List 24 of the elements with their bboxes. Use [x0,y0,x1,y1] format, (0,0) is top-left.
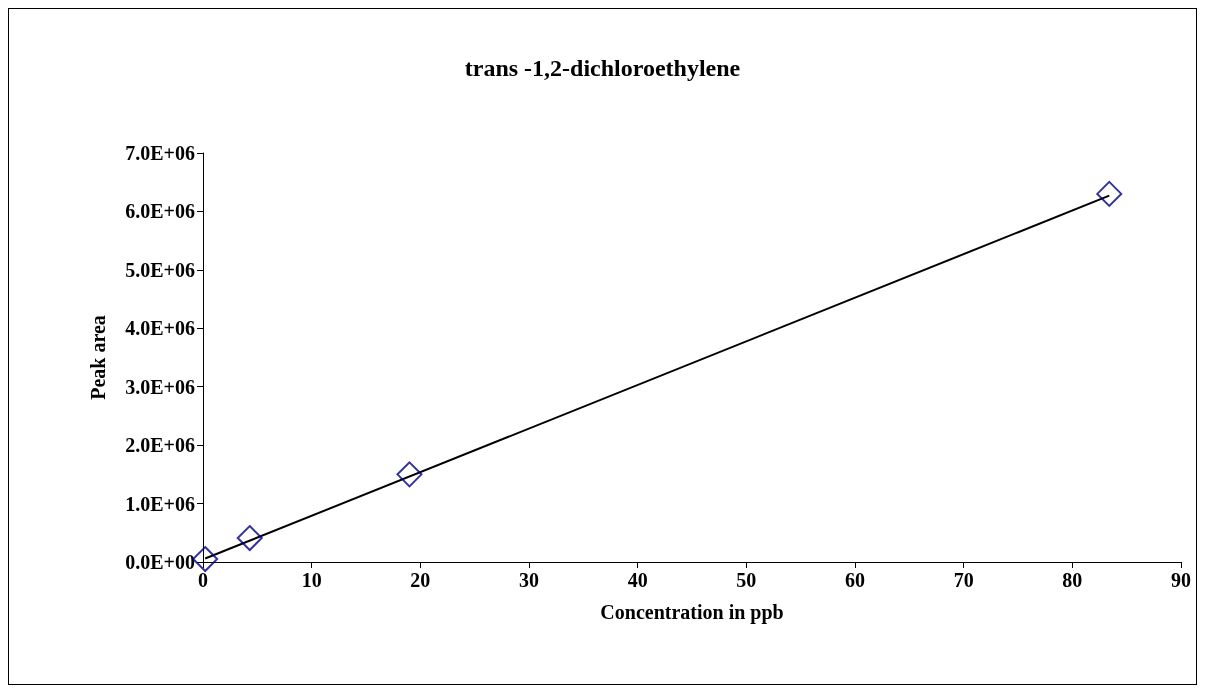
y-tick-label: 0.0E+00 [125,551,195,573]
y-tick-label: 4.0E+06 [125,317,195,340]
x-tick-label: 80 [1062,569,1083,591]
y-tick-label: 1.0E+06 [125,492,195,515]
x-tick-label: 10 [301,569,322,591]
x-tick-label: 90 [1171,569,1191,591]
x-tick-label: 50 [736,569,757,591]
x-tick-label: 40 [627,569,648,591]
x-tick-label: 20 [410,569,431,591]
x-tick-label: 70 [953,569,974,591]
point [1096,180,1123,207]
y-tick-label: 7.0E+06 [125,142,195,164]
chart-title: trans -1,2-dichloroethylene [464,55,741,81]
y-tick-label: 2.0E+06 [125,434,195,457]
y-tick-label: 3.0E+06 [125,375,195,398]
y-tick-label: 5.0E+06 [125,258,195,281]
point [396,461,423,488]
point [236,525,263,552]
y-axis-title: Peak area [87,315,109,400]
x-tick-label: 0 [198,569,208,591]
y-tick-label: 6.0E+06 [125,200,195,223]
x-axis-title: Concentration in ppb [600,601,784,624]
x-tick-label: 30 [519,569,539,591]
x-tick-label: 60 [845,569,865,591]
